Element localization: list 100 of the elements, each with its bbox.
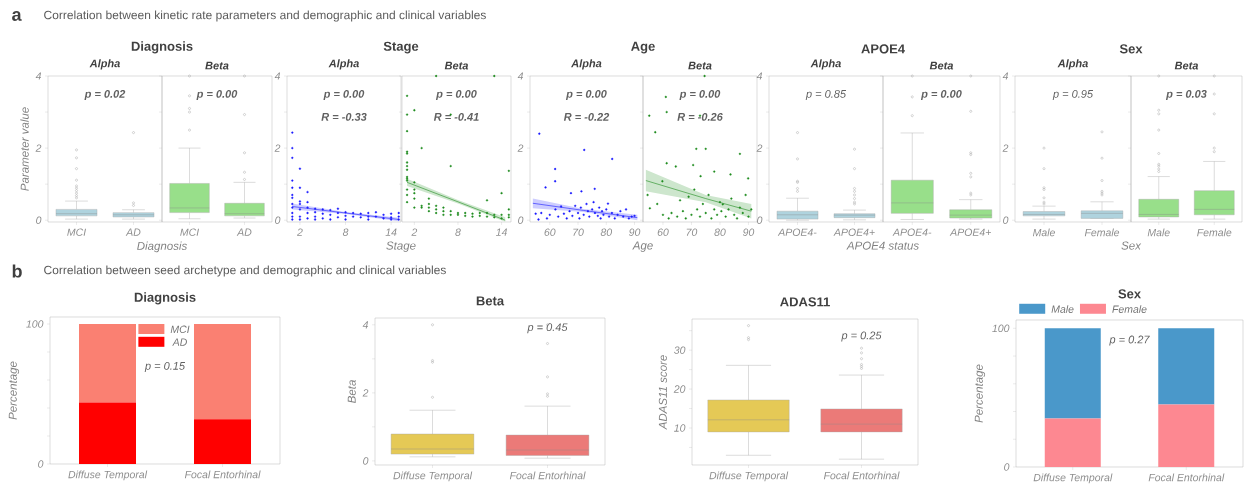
chart-subtitle: Alpha: [328, 59, 359, 70]
y-axis-title: ADAS11 score: [658, 355, 667, 430]
chart-subtitle: Alpha: [810, 59, 841, 70]
annotation: R = -0.33: [321, 113, 367, 121]
y-tick-label: 0: [1004, 463, 1010, 471]
x-tick-label: Focal Entorhinal: [509, 471, 586, 480]
x-tick-label: AD: [236, 228, 252, 236]
x-axis-title: Sex: [1121, 241, 1142, 250]
y-tick-label: 2: [362, 389, 369, 397]
y-axis-title: Percentage: [974, 364, 986, 423]
x-tick-label: APOE4+: [949, 228, 991, 236]
annotation: p = 0.00: [920, 90, 962, 100]
chart-title: ADAS11: [780, 297, 830, 307]
y-axis-title: Parameter value: [20, 107, 29, 191]
x-tick-label: 90: [629, 228, 641, 236]
y-tick-label: 4: [362, 321, 369, 329]
x-tick-label: 14: [495, 228, 507, 236]
y-tick-label: 0: [518, 216, 524, 224]
chart-title: Stage: [383, 41, 419, 54]
x-tick-label: 80: [600, 228, 613, 236]
y-tick-label: 30: [674, 346, 686, 354]
x-tick-label: Diffuse Temporal: [393, 471, 473, 482]
y-tick-label: 10: [674, 424, 686, 432]
legend-label: Female: [1112, 305, 1147, 313]
y-tick-label: 0: [363, 457, 369, 465]
x-tick-label: 80: [714, 228, 726, 236]
legend-label: Male: [1051, 305, 1074, 313]
y-tick-label: 0: [1003, 216, 1009, 224]
chart-subtitle: Beta: [444, 61, 469, 70]
x-tick-label: APOE4+: [833, 228, 875, 236]
text: a: [12, 11, 22, 21]
legend-label: MCI: [170, 325, 190, 334]
y-tick-label: 100: [26, 320, 44, 328]
chart-title: Beta: [476, 296, 505, 306]
x-tick-label: Focal Entorhinal: [823, 471, 900, 480]
x-tick-label: AD: [125, 228, 141, 236]
y-tick-label: 0: [757, 216, 763, 224]
chart-title: Age: [631, 41, 655, 54]
x-axis-title: Diagnosis: [137, 241, 187, 253]
text: Correlation between seed archetype and demographic and clinical variables: [44, 265, 446, 277]
y-tick-label: 4: [274, 72, 281, 80]
chart-title: Sex: [1118, 289, 1141, 299]
x-tick-label: Male: [1032, 228, 1055, 237]
chart-subtitle: Beta: [1174, 61, 1199, 70]
annotation: p = 0.00: [679, 90, 721, 100]
x-tick-label: Female: [1197, 228, 1232, 237]
x-tick-label: Diffuse Temporal: [68, 470, 148, 481]
y-tick-label: 2: [1002, 144, 1009, 152]
annotation: R = -0.41: [433, 113, 479, 121]
x-tick-label: APOE4-: [892, 228, 932, 236]
annotation: p = 0.00: [435, 90, 477, 100]
chart-subtitle: Alpha: [89, 59, 120, 70]
y-tick-label: 0: [36, 216, 42, 224]
chart-subtitle: Alpha: [571, 59, 602, 70]
x-tick-label: 60: [657, 228, 669, 236]
chart-title: Sex: [1119, 44, 1143, 54]
chart-title: APOE4: [861, 44, 905, 54]
chart-title: Diagnosis: [131, 41, 193, 54]
x-axis-title: APOE4 status: [846, 241, 919, 250]
y-tick-label: 2: [756, 144, 763, 152]
y-tick-label: 0: [38, 460, 44, 468]
x-tick-label: 90: [742, 228, 755, 236]
x-tick-label: Diffuse Temporal: [1033, 473, 1113, 484]
y-tick-label: 2: [35, 144, 42, 152]
x-tick-label: 14: [385, 228, 397, 236]
y-tick-label: 4: [756, 72, 763, 80]
x-axis-title: Age: [632, 241, 653, 252]
x-tick-label: MCI: [180, 228, 199, 236]
text: b: [12, 264, 22, 278]
x-tick-label: Female: [1084, 228, 1120, 237]
annotation: p = 0.27: [1109, 335, 1150, 346]
y-tick-label: 4: [1002, 72, 1009, 80]
text: Correlation between kinetic rate parameters and demographic and clinical variables: [44, 10, 486, 22]
y-tick-label: 4: [517, 72, 524, 80]
annotation: p = 0.25: [841, 331, 882, 342]
x-tick-label: Male: [1147, 228, 1170, 237]
chart-subtitle: Alpha: [1057, 59, 1088, 70]
y-tick-label: 2: [274, 144, 281, 152]
annotation: R = -0.22: [563, 113, 610, 121]
x-tick-label: 60: [544, 228, 556, 236]
x-tick-label: Diffuse Temporal: [709, 471, 789, 482]
annotation: p = 0.00: [323, 90, 365, 100]
y-axis-title: Beta: [347, 380, 356, 403]
chart-subtitle: Beta: [688, 61, 712, 70]
annotation: p = 0.15: [144, 362, 186, 372]
chart-title: Diagnosis: [134, 292, 196, 305]
x-tick-label: Focal Entorhinal: [184, 470, 261, 479]
y-tick-label: 2: [517, 144, 524, 152]
x-axis-title: Stage: [386, 241, 416, 252]
chart-subtitle: Beta: [205, 61, 229, 70]
annotation: p = 0.00: [565, 90, 607, 100]
x-tick-label: APOE4-: [777, 228, 817, 236]
y-tick-label: 0: [275, 216, 281, 224]
annotation: p = 0.00: [196, 90, 238, 100]
x-tick-label: 70: [686, 228, 698, 236]
chart-subtitle: Beta: [929, 61, 954, 70]
x-tick-label: 8: [342, 228, 349, 236]
x-tick-label: 2: [296, 228, 303, 236]
annotation: p = 0.85: [805, 90, 847, 100]
x-tick-label: Focal Entorhinal: [1148, 473, 1225, 482]
